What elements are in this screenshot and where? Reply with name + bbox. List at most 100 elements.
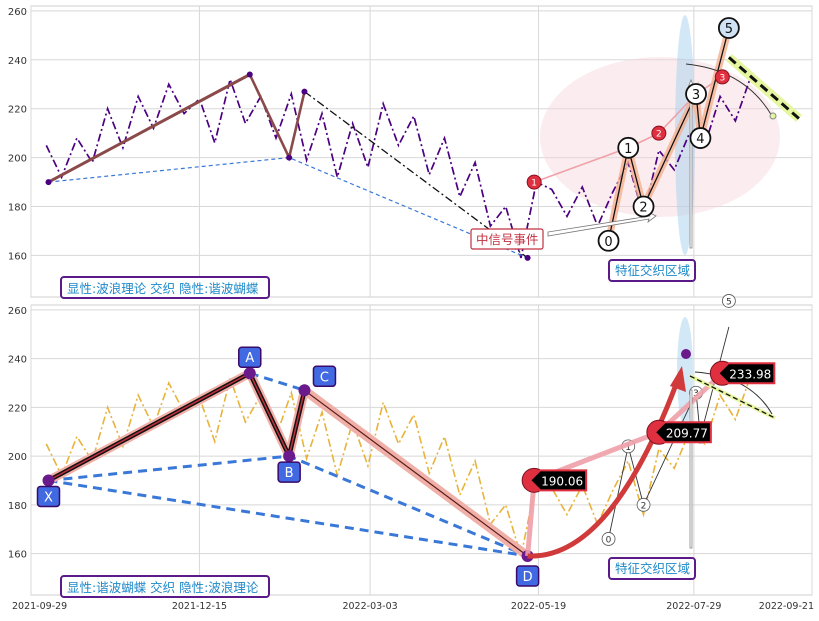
projection-glow-bottom [689,374,776,420]
xabcd-label: B [285,466,294,481]
xabcd-dot [298,384,311,397]
top-y-tick-label: 160 [8,251,27,262]
peak-dot [681,349,691,359]
top-label-text: 显性:波浪理论 交织 隐性:谐波蝴蝶 [67,281,259,296]
top-zone-label-box [608,259,696,282]
wave-marker [597,229,620,252]
bottom-y-tick-label: 160 [8,550,27,561]
signal-marker-label: 1 [531,179,537,189]
wave-marker-bottom-label: 5 [726,297,732,307]
wave-marker-bottom-label: 2 [641,501,647,511]
xabcd-label-box [238,346,262,368]
pivot-dot [246,71,253,78]
wave-line [607,27,730,241]
price-tag-box [528,469,588,492]
harmonic-ac-dashed [249,371,305,392]
wave-marker-label: 3 [692,88,700,103]
wave-marker-label: 5 [725,22,733,37]
bottom-y-tick-label: 220 [8,403,27,414]
wave-marker-bottom-label: 0 [606,535,612,545]
signal-marker [714,69,730,85]
signal-marker [526,174,542,190]
wave-marker [717,17,740,39]
price-tag-label: 233.98 [729,367,771,381]
bottom-y-tick-label: 180 [8,501,27,512]
leg-cd-bottom [304,389,528,557]
xabcd-label: D [523,570,533,585]
wave-marker [689,127,712,149]
xabcd-label: X [44,490,53,505]
bottom-y-tick-label: 240 [8,355,27,366]
top-label-box [60,276,270,299]
xabcd-label-box [515,565,540,587]
xabcd-dot [42,474,55,487]
price-tag-box [653,421,712,444]
top-y-tick-label: 260 [8,7,27,18]
top-y-tick-label: 240 [8,56,27,67]
x-tick-label: 2022-03-03 [342,601,397,612]
wave-marker-bottom [601,532,616,546]
wave-marker [617,136,640,159]
projection-end [769,112,777,120]
price-tag-label: 190.06 [541,474,583,488]
price-tag-label: 209.77 [666,426,708,440]
price-tag-box [716,362,776,385]
projection-arc [685,63,773,117]
top-panel: 0 1 2 3 4 5 1 2 3 [45,15,802,261]
bottom-label-text: 显性:谐波蝴蝶 交织 隐性:波浪理论 [67,580,259,595]
signal-marker-label: 3 [719,73,725,83]
wave-marker-bottom [636,497,651,512]
wave-marker-label: 1 [624,142,632,157]
bottom-y-tick-label: 260 [8,306,27,317]
leg-xa [47,73,251,184]
signal-marker [651,125,667,141]
projection-arc-bottom [694,371,773,415]
top-grid [30,6,813,297]
wave-line-bottom [608,326,730,539]
event-label-box [470,228,544,250]
event-label: 中信号事件 [476,232,539,247]
vertical-arrow-bottom [689,389,693,549]
top-y-tick-label: 220 [8,105,27,116]
x-tick-label: 2022-07-29 [666,601,721,612]
xabcd-label-box [312,365,337,388]
signal-marker-label: 2 [656,130,662,140]
top-zone-label: 特征交织区域 [615,263,690,278]
top-y-tick-label: 200 [8,154,27,165]
pivot-dot [524,254,531,261]
wave-marker-bottom-label: 3 [693,389,699,399]
red-curve-arrowhead [670,366,686,392]
xabcd-label: A [245,351,254,366]
projection-line [727,56,800,120]
pivot-dot [45,179,52,186]
x-tick-label: 2022-09-21 [759,601,814,612]
wave-marker-bottom [721,294,736,308]
bottom-zone-label-box [608,557,696,580]
bottom-zone-label: 特征交织区域 [615,561,690,576]
zone-spike-bottom [677,317,693,427]
wave-marker-bottom-label: 1 [625,443,631,453]
wave-marker-label: 4 [696,132,704,147]
x-tick-label: 2022-05-19 [511,601,566,612]
axes: 1601802002202402601601802002202402602021… [8,7,814,612]
pivot-dot [286,154,293,161]
xabcd-label-box [36,485,61,508]
top-y-tick-label: 180 [8,203,27,214]
wave-marker-label: 2 [639,201,647,216]
x-tick-label: 2021-12-15 [172,601,227,612]
xabcd-label: C [320,370,329,385]
wave-marker [632,195,655,218]
xabcd-dot [283,450,296,463]
xabcd-core [48,372,306,482]
xabcd-dot [243,367,256,380]
pivot-dot [301,88,308,95]
bottom-label-box [60,575,270,598]
bottom-y-tick-label: 200 [8,452,27,463]
bottom-panel-frame [30,304,813,596]
xabcd-label-box [277,461,301,483]
x-tick-label: 2021-09-29 [12,601,67,612]
wave-marker [685,83,707,105]
